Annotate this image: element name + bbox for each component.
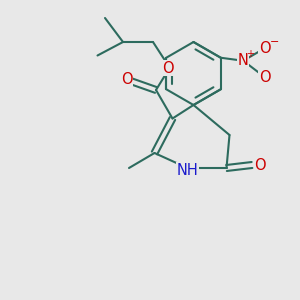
Text: O: O (162, 61, 174, 76)
Text: O: O (121, 72, 133, 87)
Text: NH: NH (177, 163, 198, 178)
Text: N: N (238, 53, 249, 68)
Text: O: O (255, 158, 266, 172)
Text: +: + (246, 49, 254, 59)
Text: O: O (259, 40, 271, 56)
Text: O: O (259, 70, 271, 85)
Text: −: − (270, 37, 279, 46)
